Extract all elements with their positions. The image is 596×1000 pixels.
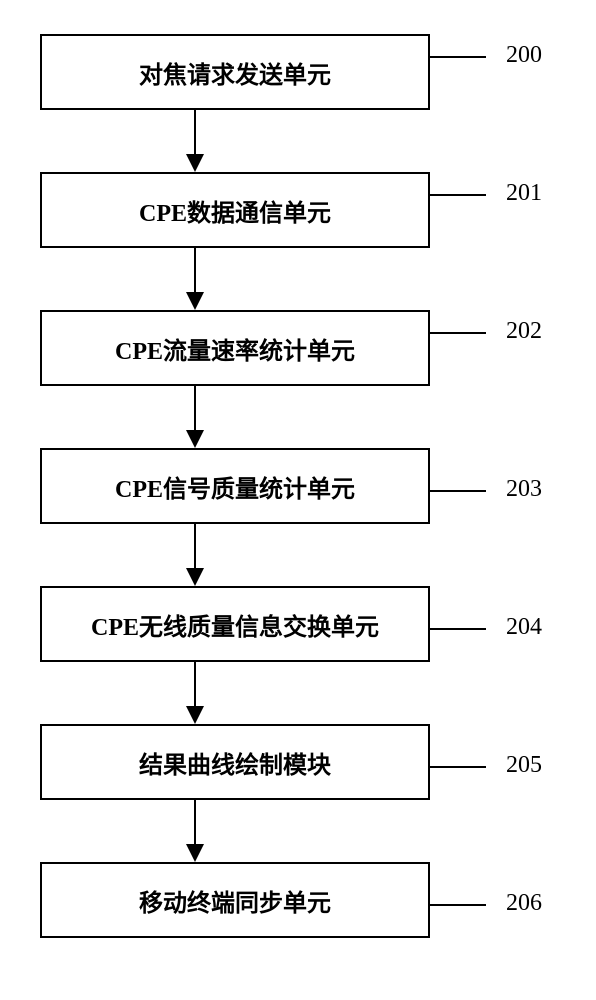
leader-line [430,194,486,196]
arrow-shaft [194,110,197,156]
flow-node-label: CPE信号质量统计单元 [115,469,355,504]
ref-label-205: 205 [506,752,542,779]
leader-line [430,490,486,492]
flow-node-n206: 移动终端同步单元 [40,862,430,938]
flow-node-label: 结果曲线绘制模块 [139,745,331,780]
flow-node-label: 对焦请求发送单元 [139,55,331,90]
leader-line [430,332,486,334]
flow-node-n200: 对焦请求发送单元 [40,34,430,110]
ref-label-201: 201 [506,180,542,207]
flow-node-n202: CPE流量速率统计单元 [40,310,430,386]
leader-line [430,56,486,58]
flow-node-n204: CPE无线质量信息交换单元 [40,586,430,662]
flowchart-canvas: 对焦请求发送单元 200 CPE数据通信单元 201 CPE流量速率统计单元 202 CPE… [0,0,596,1000]
arrow-head-icon [186,844,204,862]
leader-line [430,904,486,906]
arrow-shaft [194,386,197,432]
arrow-head-icon [186,430,204,448]
leader-line [430,766,486,768]
arrow-head-icon [186,154,204,172]
arrow-head-icon [186,568,204,586]
flow-node-n203: CPE信号质量统计单元 [40,448,430,524]
flow-node-n205: 结果曲线绘制模块 [40,724,430,800]
arrow-shaft [194,524,197,570]
arrow-shaft [194,800,197,846]
flow-node-label: CPE流量速率统计单元 [115,331,355,366]
arrow-head-icon [186,706,204,724]
flow-node-label: CPE数据通信单元 [139,193,331,228]
arrow-head-icon [186,292,204,310]
leader-line [430,628,486,630]
arrow-shaft [194,248,197,294]
ref-label-200: 200 [506,42,542,69]
ref-label-204: 204 [506,614,542,641]
ref-label-202: 202 [506,318,542,345]
arrow-shaft [194,662,197,708]
ref-label-203: 203 [506,476,542,503]
flow-node-label: 移动终端同步单元 [139,883,331,918]
ref-label-206: 206 [506,890,542,917]
flow-node-n201: CPE数据通信单元 [40,172,430,248]
flow-node-label: CPE无线质量信息交换单元 [91,607,379,642]
